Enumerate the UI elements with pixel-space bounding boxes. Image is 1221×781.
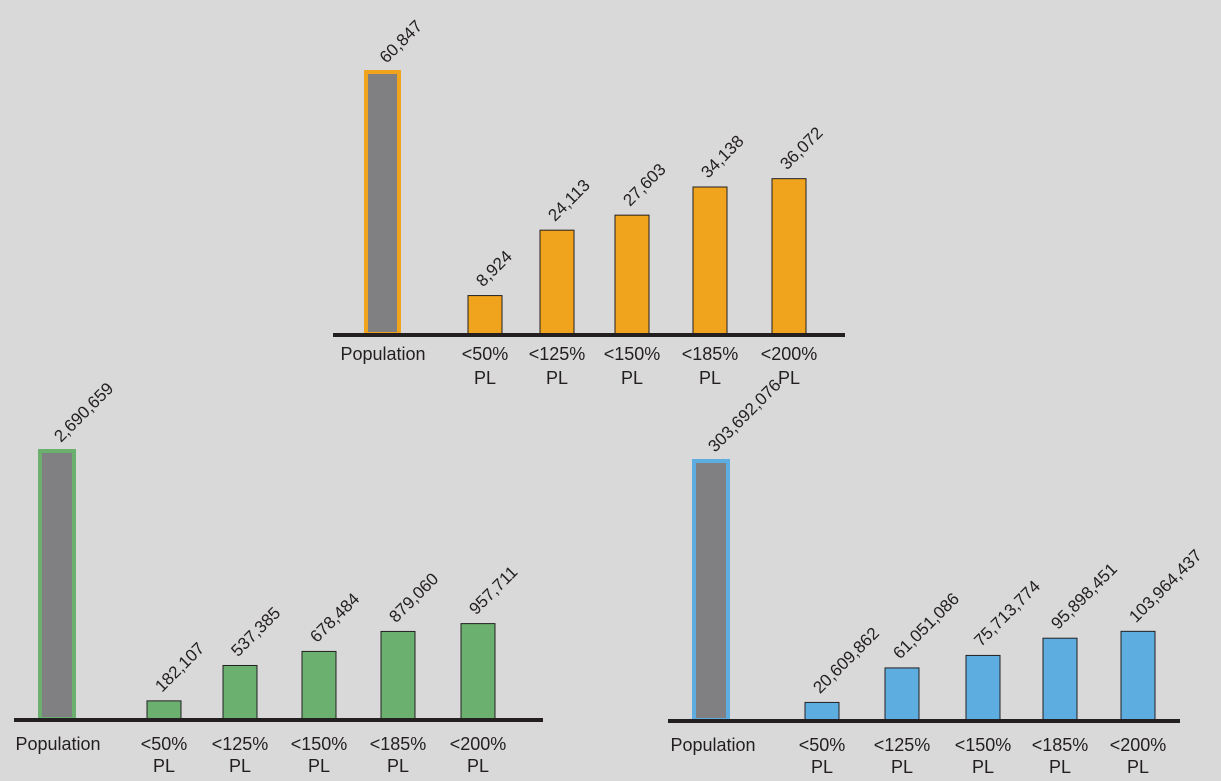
category-label: <125% <box>529 344 586 364</box>
population-bar <box>692 459 730 722</box>
bar-value-label: 75,713,774 <box>970 577 1044 651</box>
population-value-label: 2,690,659 <box>50 379 117 446</box>
bar-value-label: 879,060 <box>385 569 442 626</box>
category-label-line2: PL <box>229 756 251 776</box>
population-value-label: 60,847 <box>376 17 426 67</box>
category-label: <185% <box>682 344 739 364</box>
bar <box>146 700 182 720</box>
bar <box>965 654 1001 721</box>
bar-value-label: 61,051,086 <box>889 589 963 663</box>
bar <box>380 630 416 720</box>
bar-value-label: 95,898,451 <box>1047 559 1121 633</box>
chart-top: 60,847 8,924 24,113 27,603 34,138 36,072 Popul… <box>333 17 845 388</box>
category-label: <150% <box>604 344 661 364</box>
category-label: <150% <box>291 734 348 754</box>
bar-value-label: 957,711 <box>465 562 521 618</box>
category-label: <200% <box>761 344 818 364</box>
category-label: Population <box>340 344 425 364</box>
category-label: <200% <box>450 734 507 754</box>
bar-value-label: 24,113 <box>544 176 593 225</box>
category-label: <185% <box>370 734 427 754</box>
category-label: <125% <box>874 735 931 755</box>
population-bar <box>364 70 401 336</box>
category-label: Population <box>670 735 755 755</box>
category-label-line2: PL <box>891 757 913 777</box>
bar-value-label: 20,609,862 <box>809 624 883 698</box>
bar-value-label: 36,072 <box>776 123 826 173</box>
bar-value-label: 34,138 <box>697 132 747 182</box>
category-label-line2: PL <box>1049 757 1071 777</box>
category-label: <50% <box>141 734 188 754</box>
category-label: <200% <box>1110 735 1167 755</box>
bar <box>1042 637 1078 721</box>
bar <box>222 664 258 720</box>
bar <box>467 295 503 335</box>
category-label-line2: PL <box>972 757 994 777</box>
bar <box>804 701 840 721</box>
bar <box>692 186 728 335</box>
chart-left: 2,690,659 182,107 537,385 678,484 879,060 957… <box>14 379 543 776</box>
bar <box>771 178 807 335</box>
category-label-line2: PL <box>1127 757 1149 777</box>
category-label-line2: PL <box>474 368 496 388</box>
population-bar <box>38 449 76 721</box>
bar-value-label: 8,924 <box>472 247 516 291</box>
bar <box>301 650 337 720</box>
category-label: <150% <box>955 735 1012 755</box>
bar <box>614 214 650 335</box>
bar <box>1120 630 1156 721</box>
bar-value-label: 537,385 <box>227 603 284 660</box>
bar <box>539 229 575 335</box>
category-label-line2: PL <box>308 756 330 776</box>
bar-value-label: 27,603 <box>619 160 669 210</box>
bar-value-label: 103,964,437 <box>1125 546 1205 626</box>
category-label-line2: PL <box>153 756 175 776</box>
category-label-line2: PL <box>467 756 489 776</box>
category-label: <125% <box>212 734 269 754</box>
category-label-line2: PL <box>546 368 568 388</box>
category-label: <50% <box>462 344 509 364</box>
category-label-line2: PL <box>387 756 409 776</box>
category-label: <185% <box>1032 735 1089 755</box>
category-label-line2: PL <box>699 368 721 388</box>
bar-value-label: 678,484 <box>306 589 363 646</box>
bar <box>460 623 496 720</box>
category-label: <50% <box>799 735 846 755</box>
category-label-line2: PL <box>621 368 643 388</box>
bar <box>884 667 920 721</box>
category-label-line2: PL <box>778 368 800 388</box>
bar-value-label: 182,107 <box>151 639 208 696</box>
category-label-line2: PL <box>811 757 833 777</box>
category-label: Population <box>15 734 100 754</box>
